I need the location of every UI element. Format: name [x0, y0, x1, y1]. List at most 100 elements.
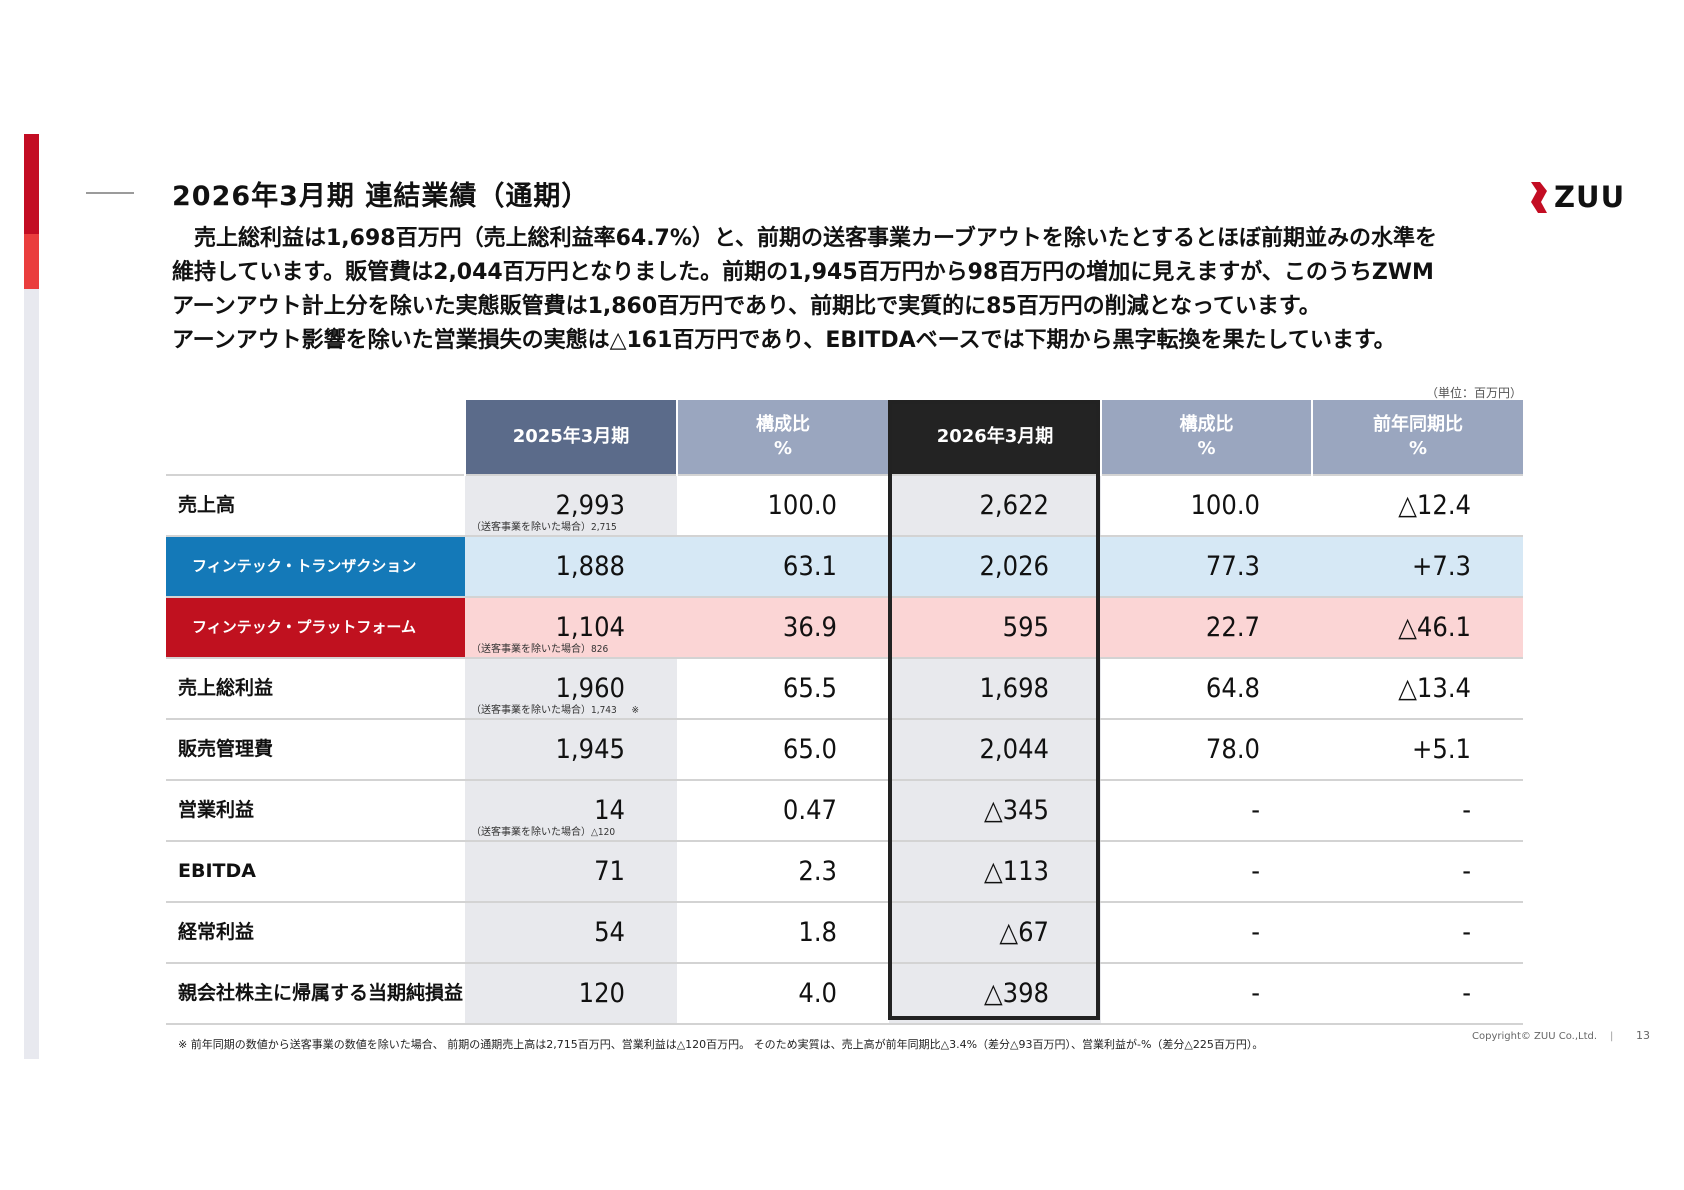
cell-cur: △398 [889, 962, 1101, 1025]
header-blank [166, 400, 465, 475]
header-cur-period: 2026年3月期 [888, 400, 1101, 475]
cell-ratio-prev: 36.9 [677, 596, 889, 658]
header-yoy-unit: % [1408, 438, 1428, 459]
cell-prev: 1,104 （送客事業を除いた場合）826 [465, 596, 677, 658]
row-label: 売上総利益 [166, 657, 465, 719]
row-label: 営業利益 [166, 779, 465, 841]
cell-cur: 2,622 [889, 474, 1101, 536]
cell-yoy: △46.1 [1312, 596, 1523, 658]
summary-line: 維持しています。販管費は2,044百万円となりました。前期の1,945百万円から… [172, 260, 1434, 285]
table-row-net-sales: 売上高 2,993 （送客事業を除いた場合）2,715 100.0 2,622 … [166, 474, 1523, 536]
table-row-gross-profit: 売上総利益 1,960 （送客事業を除いた場合）1,743 ※ 65.5 1,6… [166, 657, 1523, 719]
cell-ratio-prev: 63.1 [677, 535, 889, 597]
side-accent-light [24, 234, 39, 289]
cell-prev-value: 14 [594, 795, 625, 826]
header-yoy: 前年同期比 % [1311, 400, 1523, 475]
footnote-mark: ※ [631, 705, 639, 716]
cell-ratio-cur: 64.8 [1101, 657, 1312, 719]
cell-ratio-cur: - [1101, 779, 1312, 841]
cell-prev: 71 [465, 840, 677, 902]
page-number: 13 [1636, 1029, 1650, 1042]
title-rule [86, 192, 134, 194]
cell-ratio-cur: - [1101, 962, 1312, 1025]
cell-yoy: - [1312, 840, 1523, 902]
cell-prev-note: （送客事業を除いた場合）826 [471, 644, 609, 655]
header-yoy-label: 前年同期比 [1373, 414, 1463, 435]
cell-yoy: - [1312, 901, 1523, 963]
header-ratio-prev-unit: % [773, 438, 793, 459]
row-label: 販売管理費 [166, 718, 465, 780]
results-table: 2025年3月期 構成比 % 2026年3月期 構成比 % 前年同期比 % 売上… [166, 400, 1523, 1025]
cell-yoy: - [1312, 779, 1523, 841]
cell-cur: 1,698 [889, 657, 1101, 719]
zuu-logo-icon [1531, 181, 1547, 213]
zuu-logo: ZUU [1531, 180, 1625, 214]
cell-prev: 2,993 （送客事業を除いた場合）2,715 [465, 474, 677, 536]
table-row-fintech-platform: フィンテック・プラットフォーム 1,104 （送客事業を除いた場合）826 36… [166, 596, 1523, 658]
summary-text: 売上総利益は1,698百万円（売上総利益率64.7%）と、前期の送客事業カーブア… [172, 222, 1542, 358]
page-title: 2026年3月期 連結業績（通期） [172, 181, 590, 212]
cell-cur: 2,044 [889, 718, 1101, 780]
table-row-net-income: 親会社株主に帰属する当期純損益 120 4.0 △398 - - [166, 962, 1523, 1025]
cell-ratio-cur: 78.0 [1101, 718, 1312, 780]
table-row-ebitda: EBITDA 71 2.3 △113 - - [166, 840, 1523, 902]
cell-ratio-prev: 100.0 [677, 474, 889, 536]
cell-prev: 1,960 （送客事業を除いた場合）1,743 ※ [465, 657, 677, 719]
summary-line: アーンアウト影響を除いた営業損失の実態は△161百万円であり、EBITDAベース… [172, 328, 1396, 353]
summary-line: アーンアウト計上分を除いた実態販管費は1,860百万円であり、前期比で実質的に8… [172, 294, 1321, 319]
cell-ratio-prev: 2.3 [677, 840, 889, 902]
row-label: 親会社株主に帰属する当期純損益 [166, 962, 465, 1025]
table-row-fintech-transaction: フィンテック・トランザクション 1,888 63.1 2,026 77.3 +7… [166, 535, 1523, 597]
cell-prev: 54 [465, 901, 677, 963]
cell-prev-note: （送客事業を除いた場合）2,715 [471, 522, 617, 533]
table-row-operating-income: 営業利益 14 （送客事業を除いた場合）△120 0.47 △345 - - [166, 779, 1523, 841]
row-label: EBITDA [166, 840, 465, 902]
page-separator: | [1610, 1031, 1614, 1042]
cell-ratio-cur: - [1101, 840, 1312, 902]
header-prev-period: 2025年3月期 [464, 400, 677, 475]
cell-yoy: +7.3 [1312, 535, 1523, 597]
cell-prev-value: 2,993 [555, 490, 625, 521]
row-label: 売上高 [166, 474, 465, 536]
cell-prev: 1,945 [465, 718, 677, 780]
table-header-row: 2025年3月期 構成比 % 2026年3月期 構成比 % 前年同期比 % [166, 400, 1523, 475]
row-label: 経常利益 [166, 901, 465, 963]
cell-prev: 14 （送客事業を除いた場合）△120 [465, 779, 677, 841]
cell-yoy: - [1312, 962, 1523, 1025]
summary-line: 売上総利益は1,698百万円（売上総利益率64.7%）と、前期の送客事業カーブア… [172, 226, 1438, 251]
cell-cur: △67 [889, 901, 1101, 963]
cell-cur: 595 [889, 596, 1101, 658]
cell-ratio-prev: 0.47 [677, 779, 889, 841]
header-ratio-prev-label: 構成比 [756, 414, 810, 435]
cell-ratio-prev: 1.8 [677, 901, 889, 963]
cell-prev: 1,888 [465, 535, 677, 597]
side-accent-bar [24, 134, 39, 1059]
cell-prev-note: （送客事業を除いた場合）1,743 [471, 705, 617, 716]
logo-text: ZUU [1554, 180, 1626, 214]
cell-prev: 120 [465, 962, 677, 1025]
cell-ratio-cur: 77.3 [1101, 535, 1312, 597]
cell-ratio-cur: 100.0 [1101, 474, 1312, 536]
cell-ratio-cur: - [1101, 901, 1312, 963]
cell-prev-note: （送客事業を除いた場合）△120 [471, 827, 616, 838]
cell-prev-value: 1,104 [555, 612, 625, 643]
cell-prev-value: 1,960 [555, 673, 625, 704]
header-ratio-cur-unit: % [1197, 438, 1216, 459]
table-row-sga: 販売管理費 1,945 65.0 2,044 78.0 +5.1 [166, 718, 1523, 780]
row-label: フィンテック・トランザクション [166, 535, 465, 597]
header-ratio-cur-label: 構成比 [1179, 414, 1234, 435]
row-label: フィンテック・プラットフォーム [166, 596, 465, 658]
cell-cur: △345 [889, 779, 1101, 841]
cell-ratio-cur: 22.7 [1101, 596, 1312, 658]
copyright: Copyright© ZUU Co.,Ltd. [1472, 1031, 1598, 1042]
cell-ratio-prev: 4.0 [677, 962, 889, 1025]
footnote: ※ 前年同期の数値から送客事業の数値を除いた場合、 前期の通期売上高は2,715… [178, 1038, 1264, 1051]
cell-yoy: △12.4 [1312, 474, 1523, 536]
side-accent-dark [24, 134, 39, 234]
cell-cur: △113 [889, 840, 1101, 902]
header-ratio-cur: 構成比 % [1100, 400, 1312, 475]
unit-note: （単位：百万円） [1425, 386, 1522, 400]
header-ratio-prev: 構成比 % [676, 400, 889, 475]
cell-ratio-prev: 65.0 [677, 718, 889, 780]
cell-cur: 2,026 [889, 535, 1101, 597]
